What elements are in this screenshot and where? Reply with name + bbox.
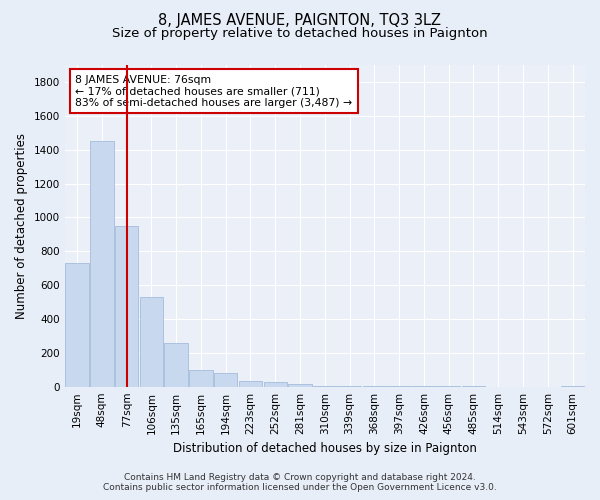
Bar xyxy=(140,297,163,386)
Bar xyxy=(189,370,213,386)
Text: Contains HM Land Registry data © Crown copyright and database right 2024.
Contai: Contains HM Land Registry data © Crown c… xyxy=(103,473,497,492)
Text: 8, JAMES AVENUE, PAIGNTON, TQ3 3LZ: 8, JAMES AVENUE, PAIGNTON, TQ3 3LZ xyxy=(158,12,442,28)
Text: Size of property relative to detached houses in Paignton: Size of property relative to detached ho… xyxy=(112,28,488,40)
Bar xyxy=(164,342,188,386)
Y-axis label: Number of detached properties: Number of detached properties xyxy=(15,133,28,319)
Bar xyxy=(288,384,312,386)
Bar xyxy=(263,382,287,386)
Bar xyxy=(90,141,113,386)
Bar xyxy=(239,381,262,386)
Text: 8 JAMES AVENUE: 76sqm
← 17% of detached houses are smaller (711)
83% of semi-det: 8 JAMES AVENUE: 76sqm ← 17% of detached … xyxy=(75,74,352,108)
X-axis label: Distribution of detached houses by size in Paignton: Distribution of detached houses by size … xyxy=(173,442,477,455)
Bar xyxy=(65,263,89,386)
Bar xyxy=(214,373,238,386)
Bar xyxy=(115,226,139,386)
